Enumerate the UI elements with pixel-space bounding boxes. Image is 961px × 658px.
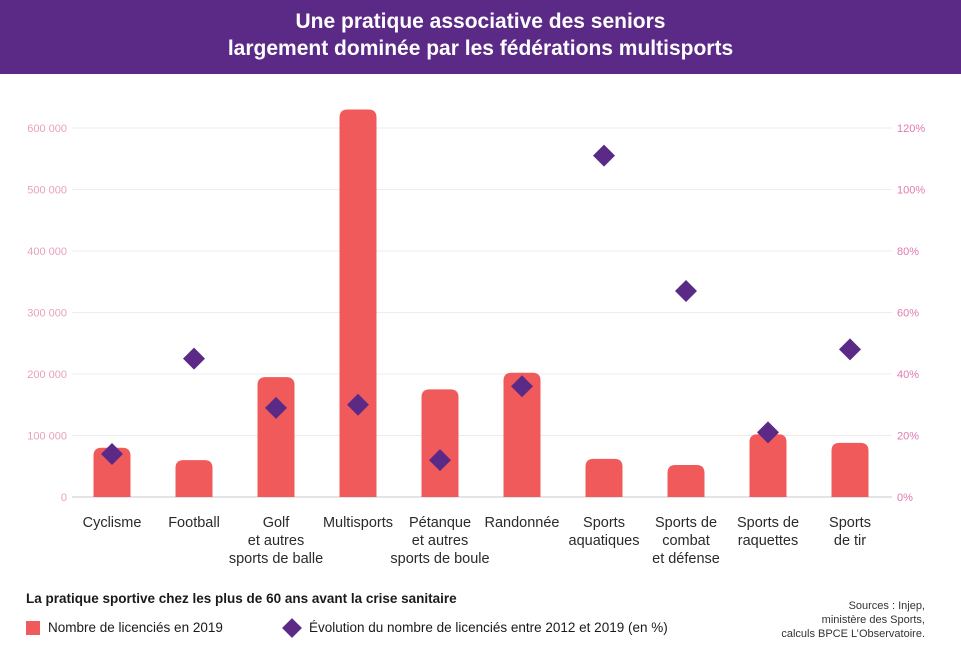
left-axis-tick-label: 200 000 — [27, 369, 67, 381]
legend-diamond-swatch — [282, 617, 302, 638]
right-axis-tick-label: 80% — [897, 246, 919, 258]
x-category-label: Pétanque — [409, 515, 471, 531]
bar-licencies — [421, 389, 459, 497]
x-category-label: Randonnée — [485, 515, 560, 531]
x-category-label: sports de boule — [390, 551, 489, 567]
right-axis-tick-label: 0% — [897, 492, 913, 504]
chart-title-line-1: Une pratique associative des seniors — [295, 10, 666, 33]
x-category-label: combat — [662, 533, 710, 549]
diamond-evolution — [429, 449, 451, 472]
x-category-label: Sports — [829, 515, 871, 531]
diamond-evolution — [593, 144, 615, 167]
diamond-evolution — [101, 442, 123, 465]
bar-licencies — [503, 372, 541, 497]
x-category-label: Golf — [263, 515, 291, 531]
left-axis-tick-label: 0 — [61, 492, 67, 504]
x-category-label: Sports — [583, 515, 625, 531]
diamond-evolution — [265, 396, 287, 419]
legend-bar-label: Nombre de licenciés en 2019 — [48, 620, 223, 635]
left-axis-tick-label: 600 000 — [27, 123, 67, 135]
x-category-label: Football — [168, 515, 220, 531]
x-category-label: Cyclisme — [83, 515, 142, 531]
right-axis-tick-label: 120% — [897, 123, 925, 135]
sources-line-3: calculs BPCE L’Observatoire. — [781, 628, 925, 640]
bar-licencies — [831, 442, 869, 497]
diamond-evolution — [347, 393, 369, 416]
sources-line-1: Sources : Injep, — [848, 600, 925, 612]
title-banner: Une pratique associative des seniors lar… — [0, 0, 961, 74]
left-axis-tick-label: 300 000 — [27, 308, 67, 320]
x-category-label: Multisports — [323, 515, 393, 531]
x-category-label: Sports de — [655, 515, 717, 531]
legend-title: La pratique sportive chez les plus de 60… — [26, 591, 457, 606]
chart-title-line-2: largement dominée par les fédérations mu… — [227, 37, 734, 60]
legend-item-bars: Nombre de licenciés en 2019 — [26, 620, 223, 635]
x-category-label: et autres — [248, 533, 304, 549]
diamond-evolution — [183, 347, 205, 370]
chart-area: 0 100 000 200 000 300 000 400 000 500 000 600 … — [27, 109, 925, 567]
legend-item-diamonds: Évolution du nombre de licenciés entre 2… — [282, 617, 668, 638]
x-category-label: aquatiques — [569, 533, 640, 549]
bar-licencies — [585, 458, 623, 497]
x-category-label: et défense — [652, 551, 720, 567]
left-axis-tick-label: 100 000 — [27, 431, 67, 443]
x-category-label: et autres — [412, 533, 468, 549]
diamond-evolution — [675, 279, 697, 302]
left-axis-tick-label: 400 000 — [27, 246, 67, 258]
bar-licencies — [749, 434, 787, 497]
diamond-evolution — [839, 338, 861, 361]
x-category-label: de tir — [834, 533, 866, 549]
diamond-evolution — [757, 421, 779, 444]
x-category-label: raquettes — [738, 533, 798, 549]
right-axis-tick-label: 40% — [897, 369, 919, 381]
right-axis-tick-label: 20% — [897, 431, 919, 443]
legend-bar-swatch — [26, 620, 40, 635]
bar-licencies — [339, 109, 377, 498]
sources-note: Sources : Injep, ministère des Sports, c… — [781, 599, 925, 641]
bar-licencies — [175, 460, 213, 497]
left-axis-tick-label: 500 000 — [27, 185, 67, 197]
bar-licencies — [257, 377, 295, 497]
diamond-evolution — [511, 375, 533, 398]
bar-licencies — [667, 465, 705, 497]
right-axis-tick-label: 60% — [897, 308, 919, 320]
sources-line-2: ministère des Sports, — [821, 614, 925, 626]
legend-diamond-label: Évolution du nombre de licenciés entre 2… — [309, 620, 668, 635]
x-category-label: sports de balle — [229, 551, 323, 567]
right-axis-tick-label: 100% — [897, 185, 925, 197]
bar-licencies — [93, 447, 131, 497]
x-category-label: Sports de — [737, 515, 799, 531]
